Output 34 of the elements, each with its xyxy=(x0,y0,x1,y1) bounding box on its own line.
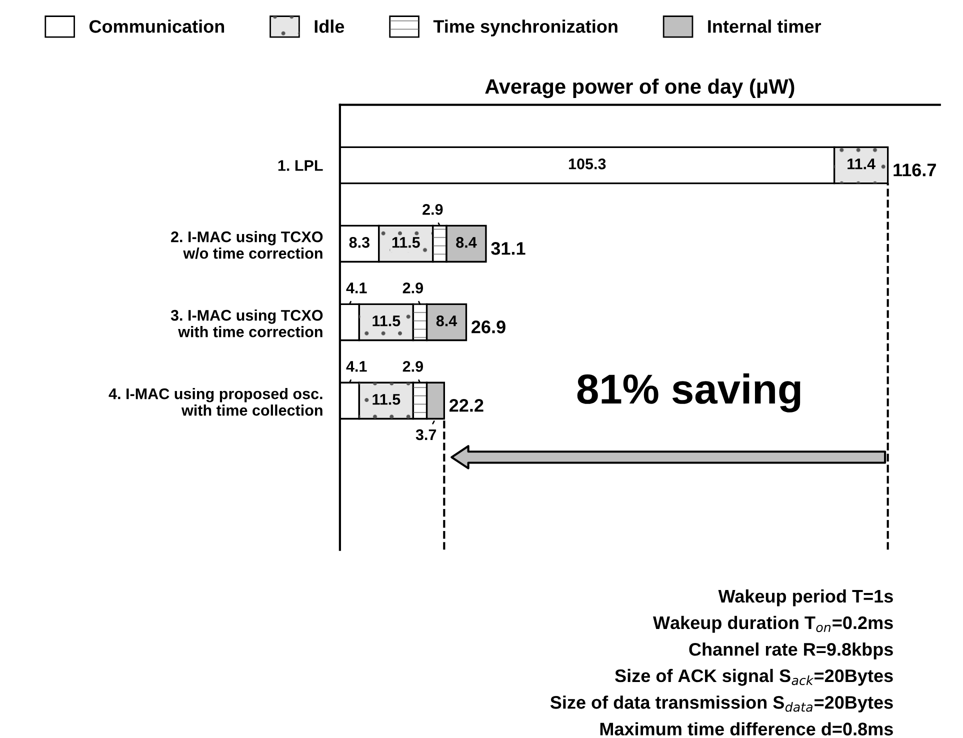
legend-label: Idle xyxy=(314,20,344,33)
data-label: 2.9 xyxy=(402,361,423,372)
total-label: 26.9 xyxy=(472,320,506,334)
y-tick-label: 2. I-MAC using TCXO w/o time correction xyxy=(171,231,323,259)
data-label: 2.9 xyxy=(402,282,423,294)
text: Channel rate R=9.8kbps xyxy=(689,642,893,660)
y-tick-label: 3. I-MAC using TCXO with time correction xyxy=(170,310,323,338)
total-label: 22.2 xyxy=(449,399,484,412)
data-label: 4.1 xyxy=(346,361,367,372)
text: Wakeup period T=1s xyxy=(718,589,893,606)
data-label: 8.4 xyxy=(436,315,458,326)
y-tick-label: 4. I-MAC using proposed osc. with time collection xyxy=(108,388,322,416)
data-label: 8.4 xyxy=(456,237,477,248)
x-axis-title: Average power of one day (μW) xyxy=(485,78,794,98)
data-label: 4.1 xyxy=(346,282,367,294)
legend-label: Time synchronization xyxy=(433,20,618,36)
data-label: 11.4 xyxy=(848,158,876,170)
text: Wakeup duration T$_{on}$=0.2ms xyxy=(653,616,893,633)
data-label: 11.5 xyxy=(372,316,400,326)
data-label: 105.3 xyxy=(568,158,606,170)
legend-label: Internal timer xyxy=(708,20,822,33)
total-label: 116.7 xyxy=(894,164,936,176)
annotation: 81% saving xyxy=(577,373,800,412)
text: Size of ACK signal S$_{ack}$=20Bytes xyxy=(615,668,893,686)
data-label: 8.3 xyxy=(349,237,370,248)
text: Size of data transmission S$_{data}$=20Bytes xyxy=(550,696,893,712)
legend-label: Communication xyxy=(89,20,224,33)
data-label: 11.5 xyxy=(392,237,420,248)
data-label: 3.7 xyxy=(416,429,436,440)
data-label: 11.5 xyxy=(372,394,400,405)
text: Maximum time difference d=0.8ms xyxy=(600,722,893,736)
total-label: 31.1 xyxy=(491,242,526,255)
data-label: 2.9 xyxy=(422,204,443,215)
y-tick-label: 1. LPL xyxy=(278,160,323,171)
